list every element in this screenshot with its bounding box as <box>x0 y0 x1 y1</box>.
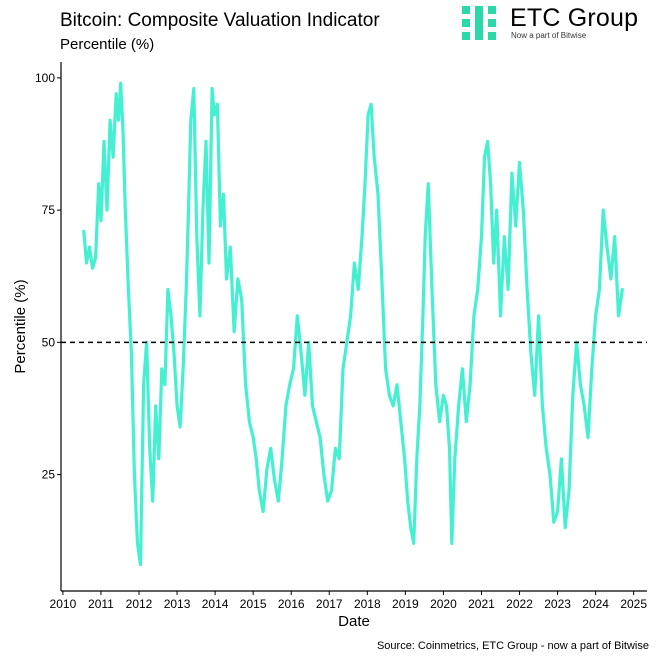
y-tick-label: 100 <box>35 71 55 85</box>
etc-group-logo-icon <box>462 6 496 40</box>
x-tick-label: 2014 <box>202 597 229 611</box>
chart-title: Bitcoin: Composite Valuation Indicator <box>60 10 380 31</box>
x-tick-label: 2012 <box>126 597 153 611</box>
x-tick-label: 2019 <box>392 597 419 611</box>
chart-subtitle: Percentile (%) <box>60 36 155 53</box>
series-line-0 <box>82 81 624 567</box>
brand-name: ETC Group <box>510 4 639 32</box>
x-tick-label: 2013 <box>164 597 191 611</box>
x-tick-label: 2023 <box>544 597 571 611</box>
y-tick-label: 25 <box>42 468 56 482</box>
x-tick-label: 2024 <box>582 597 609 611</box>
x-tick-label: 2022 <box>506 597 533 611</box>
source-note: Source: Coinmetrics, ETC Group - now a p… <box>376 640 649 652</box>
x-tick-label: 2025 <box>620 597 647 611</box>
brand-tagline: Now a part of Bitwise <box>511 31 587 40</box>
x-tick-label: 2018 <box>354 597 381 611</box>
x-tick-label: 2010 <box>50 597 77 611</box>
brand-logo: ETC Group Now a part of Bitwise <box>462 4 657 44</box>
x-tick-label: 2017 <box>316 597 343 611</box>
x-tick-label: 2016 <box>278 597 305 611</box>
x-tick-label: 2020 <box>430 597 457 611</box>
x-tick-label: 2015 <box>240 597 267 611</box>
y-tick-label: 75 <box>42 203 56 217</box>
x-axis-title: Date <box>338 613 370 630</box>
x-tick-label: 2011 <box>88 597 114 611</box>
y-tick-label: 50 <box>42 335 56 349</box>
x-tick-label: 2021 <box>468 597 495 611</box>
y-axis-title: Percentile (%) <box>12 279 29 373</box>
